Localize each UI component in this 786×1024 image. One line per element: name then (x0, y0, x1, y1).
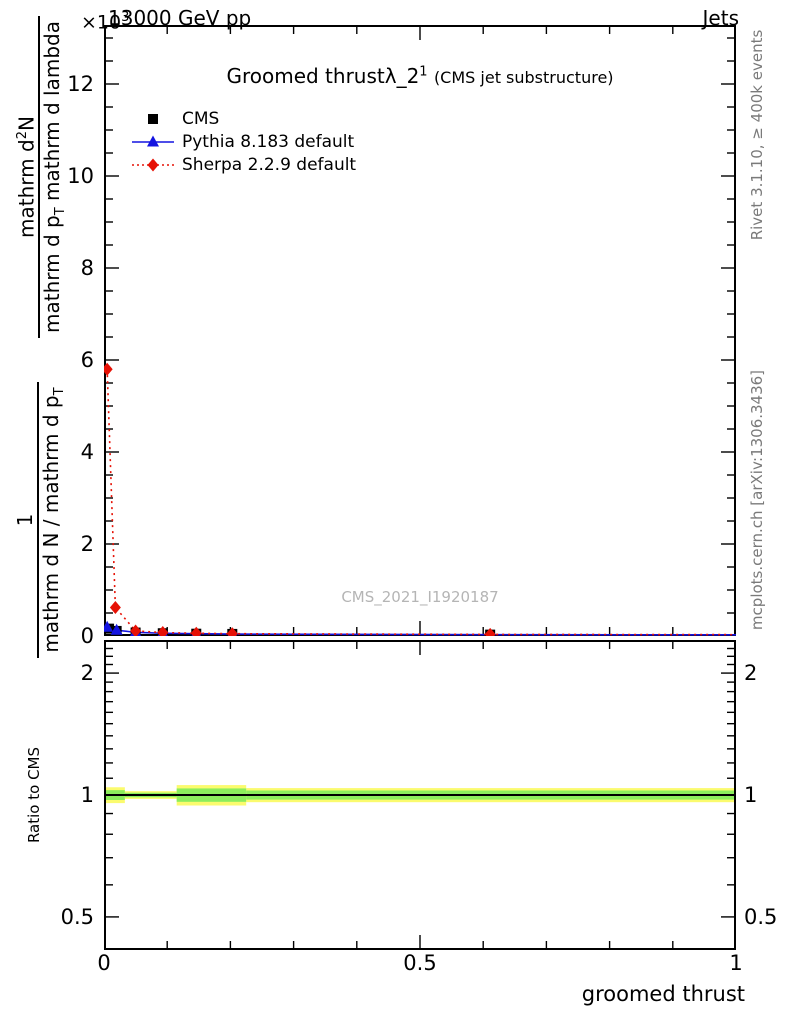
legend: CMS Pythia 8.183 default Sherpa 2.2.9 de… (130, 107, 356, 176)
ratio-y-tick-label-right: 2 (744, 661, 758, 686)
main-y-tick-label: 4 (80, 440, 94, 464)
ratio-plot (104, 640, 736, 950)
legend-label-pythia: Pythia 8.183 default (182, 131, 355, 152)
plot-title-symbol: λ_2 (384, 64, 420, 88)
legend-label-cms: CMS (182, 108, 220, 129)
ratio-y-tick-label-left: 2 (80, 661, 94, 686)
ratio-y-tick-label-right: 1 (744, 783, 758, 807)
y-axis-exponent: ×103 (81, 10, 129, 33)
legend-label-sherpa: Sherpa 2.2.9 default (182, 154, 357, 175)
plot-title-text: Groomed thrust (226, 64, 385, 88)
y-axis-label-lower: 1 mathrm d N / mathrm d pT (10, 380, 74, 660)
plot-title-suffix: (CMS jet substructure) (433, 68, 614, 87)
x-axis-title: groomed thrust (581, 982, 745, 1006)
legend-item-pythia: Pythia 8.183 default (130, 130, 356, 153)
plot-title: Groomed thrustλ_21 (CMS jet substructure… (104, 64, 736, 88)
legend-marker-sherpa (132, 158, 174, 171)
x-tick-label: 0 (97, 951, 111, 975)
legend-item-sherpa: Sherpa 2.2.9 default (130, 153, 356, 176)
legend-marker-pythia (132, 135, 174, 146)
main-y-tick-label: 10 (67, 164, 94, 188)
exponent-power: 3 (121, 10, 130, 25)
main-y-tick-label: 8 (80, 256, 94, 280)
x-tick-label: 1 (729, 951, 743, 975)
legend-marker-cms (148, 113, 158, 124)
ratio-plot-canvas (104, 640, 736, 950)
x-tick-label: 0.5 (403, 951, 437, 975)
exponent-base: ×10 (81, 11, 122, 34)
main-y-tick-label: 12 (67, 72, 94, 96)
main-plot-canvas (104, 25, 736, 636)
main-y-tick-label: 6 (80, 348, 94, 372)
mcplots-credit-label: mcplots.cern.ch [arXiv:1306.3436] (748, 369, 766, 631)
main-y-tick-label: 2 (80, 532, 94, 556)
main-y-tick-label: 0 (80, 624, 94, 648)
ratio-y-tick-label-left: 1 (80, 783, 94, 807)
watermark: CMS_2021_I1920187 (341, 588, 499, 606)
y-label-lower-numerator: 1 (12, 513, 37, 527)
plot-title-superscript: 1 (419, 64, 428, 80)
legend-item-cms: CMS (130, 107, 356, 130)
rivet-version-label: Rivet 3.1.10, ≥ 400k events (748, 29, 766, 241)
y-label-lower-denominator: mathrm d N / mathrm d pT (36, 382, 72, 658)
ratio-y-tick-label-left: 0.5 (60, 904, 94, 929)
main-plot (104, 25, 736, 636)
ratio-y-tick-label-right: 0.5 (744, 904, 778, 929)
